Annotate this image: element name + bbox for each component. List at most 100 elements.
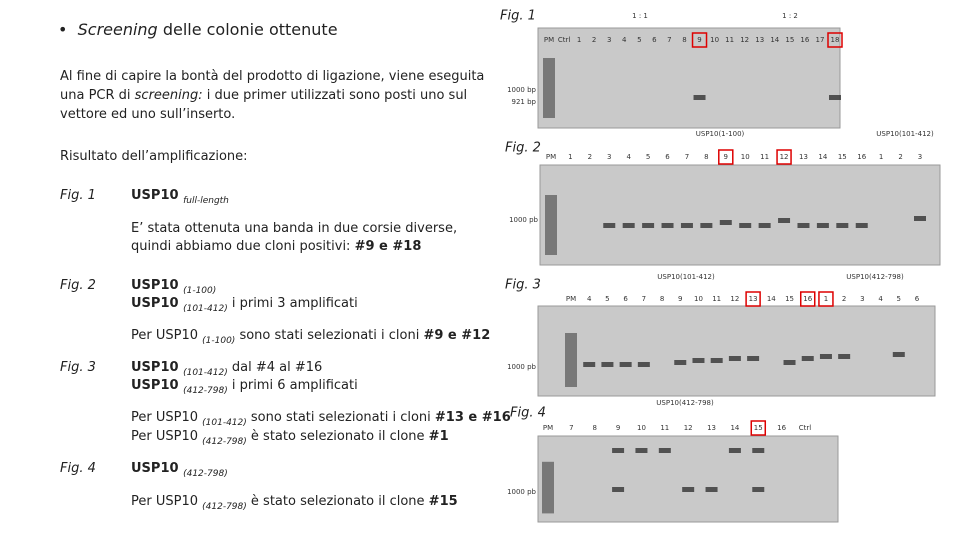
text-line: Per USP10 (412-798) è stato selezionato … bbox=[131, 493, 458, 512]
result-heading: Risultato dell’amplificazione: bbox=[60, 149, 248, 164]
lane-label: 12 bbox=[730, 295, 739, 303]
text-segment: i primi 6 amplificati bbox=[227, 378, 358, 393]
lane-label: 12 bbox=[684, 424, 693, 432]
lane-label: 2 bbox=[588, 153, 592, 161]
band bbox=[801, 356, 814, 361]
ladder bbox=[565, 333, 577, 387]
figure-label: Fig. 3 bbox=[505, 278, 541, 293]
band bbox=[710, 358, 723, 363]
band bbox=[619, 362, 632, 367]
band bbox=[752, 448, 765, 453]
text-segment: i primi 3 amplificati bbox=[227, 296, 358, 311]
slide-title: • Screening delle colonie ottenute bbox=[58, 20, 338, 40]
lane-label: 13 bbox=[707, 424, 716, 432]
lane-label: 9 bbox=[724, 153, 728, 161]
text-line: E’ stata ottenuta una banda in due corsi… bbox=[131, 220, 457, 237]
band bbox=[728, 356, 741, 361]
lane-label: 16 bbox=[857, 153, 866, 161]
group-label: USP10(101-412) bbox=[657, 273, 715, 281]
group-label: USP10(412-798) bbox=[656, 399, 714, 407]
band bbox=[622, 223, 635, 228]
lane-label: 15 bbox=[785, 295, 794, 303]
text-segment: full-length bbox=[183, 196, 229, 206]
lane-label: 14 bbox=[818, 153, 827, 161]
group-label: 1 : 1 bbox=[632, 12, 648, 20]
band bbox=[705, 487, 718, 492]
text-line: Per USP10 (1-100) sono stati selezionati… bbox=[131, 327, 490, 346]
bullet: • bbox=[58, 20, 78, 39]
text-segment: una PCR di bbox=[60, 88, 135, 103]
lane-label: 7 bbox=[685, 153, 689, 161]
text-segment: (101-412) bbox=[202, 418, 247, 428]
text-segment: i due primer utilizzati sono posti uno s… bbox=[202, 88, 468, 103]
lane-label: 10 bbox=[637, 424, 646, 432]
ladder bbox=[545, 195, 557, 255]
lane-label: 2 bbox=[898, 153, 902, 161]
band bbox=[612, 487, 625, 492]
lane-label: 11 bbox=[760, 153, 769, 161]
lane-label: 12 bbox=[740, 36, 749, 44]
text-segment: #15 bbox=[428, 494, 458, 509]
text-segment: (1-100) bbox=[202, 336, 236, 346]
figure-ref: Fig. 4 bbox=[60, 461, 96, 476]
ladder bbox=[542, 461, 554, 514]
title-italic: Screening bbox=[77, 20, 158, 39]
figure-label: Fig. 1 bbox=[500, 9, 536, 24]
group-label: USP10(1-100) bbox=[696, 130, 745, 138]
group-label: 1 : 2 bbox=[782, 12, 798, 20]
lane-highlight bbox=[799, 291, 816, 307]
lane-label: 7 bbox=[642, 295, 646, 303]
gel-image bbox=[537, 435, 839, 523]
lane-label: 16 bbox=[777, 424, 786, 432]
lane-label: PM bbox=[566, 295, 576, 303]
band bbox=[682, 487, 695, 492]
lane-label: PM bbox=[544, 36, 554, 44]
text-segment: screening: bbox=[134, 88, 203, 103]
lane-label: 3 bbox=[918, 153, 922, 161]
lane-label: 5 bbox=[605, 295, 609, 303]
lane-label: 1 bbox=[568, 153, 572, 161]
lane-label: 16 bbox=[800, 36, 809, 44]
band bbox=[637, 362, 650, 367]
lane-label: 10 bbox=[694, 295, 703, 303]
text-segment: USP10 bbox=[131, 296, 184, 311]
lane-label: 15 bbox=[754, 424, 763, 432]
band bbox=[635, 448, 648, 453]
band bbox=[778, 218, 791, 223]
lane-label: 7 bbox=[667, 36, 671, 44]
text-segment: Al fine di capire la bontà del prodotto … bbox=[60, 69, 485, 84]
gel-image bbox=[539, 164, 941, 266]
band bbox=[692, 358, 705, 363]
lane-label: 9 bbox=[678, 295, 682, 303]
text-segment: USP10 bbox=[131, 278, 184, 293]
lane-label: 17 bbox=[815, 36, 824, 44]
lane-label: 3 bbox=[607, 36, 611, 44]
text-line: Al fine di capire la bontà del prodotto … bbox=[60, 68, 484, 85]
lane-label: 3 bbox=[607, 153, 611, 161]
band bbox=[752, 487, 765, 492]
lane-label: 4 bbox=[587, 295, 592, 303]
band bbox=[819, 354, 832, 359]
marker-label: 921 bp bbox=[512, 98, 537, 106]
lane-label: 9 bbox=[697, 36, 701, 44]
band bbox=[838, 354, 851, 359]
lane-label: 8 bbox=[704, 153, 708, 161]
text-segment: Per USP10 bbox=[131, 328, 203, 343]
title-rest: delle colonie ottenute bbox=[162, 20, 338, 39]
text-segment: USP10 bbox=[131, 461, 184, 476]
lane-label: 13 bbox=[755, 36, 764, 44]
lane-label: 11 bbox=[712, 295, 721, 303]
text-segment: (412-798) bbox=[183, 386, 228, 396]
lane-label: 10 bbox=[710, 36, 719, 44]
lane-label: 14 bbox=[767, 295, 776, 303]
text-segment: #1 bbox=[428, 429, 449, 444]
text-line: USP10 (412-798) bbox=[131, 460, 228, 479]
band bbox=[728, 448, 741, 453]
lane-highlight bbox=[818, 291, 834, 307]
lane-label: 2 bbox=[842, 295, 846, 303]
lane-highlight bbox=[718, 149, 734, 165]
text-segment: (412-798) bbox=[183, 469, 228, 479]
ladder bbox=[543, 58, 555, 118]
text-line: vettore ed uno sull’inserto. bbox=[60, 106, 235, 123]
